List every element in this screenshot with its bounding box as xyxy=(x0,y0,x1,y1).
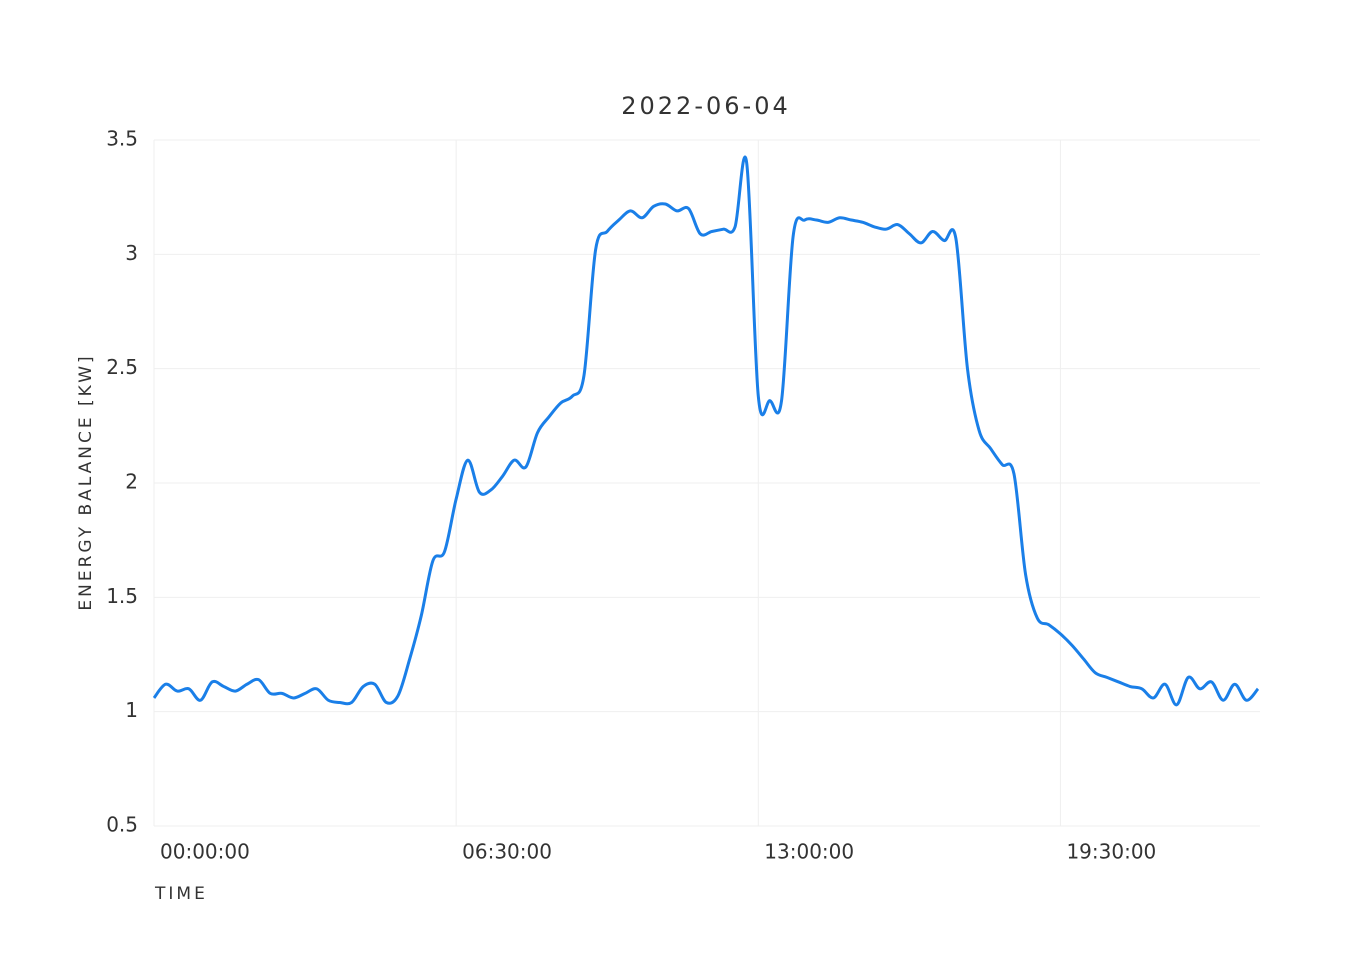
x-axis-label: TIME xyxy=(154,884,208,904)
y-tick-label: 2 xyxy=(125,470,138,494)
line xyxy=(152,155,1260,707)
x-tick-label: 19:30:00 xyxy=(1066,840,1156,864)
y-axis-label: ENERGY BALANCE [KW] xyxy=(76,353,96,610)
y-tick-label: 0.5 xyxy=(106,813,138,837)
x-tick-label: 00:00:00 xyxy=(160,840,250,864)
y-tick-label: 1 xyxy=(125,698,138,722)
y-tick-label: 1.5 xyxy=(106,584,138,608)
x-tick-label: 13:00:00 xyxy=(764,840,854,864)
y-tick-label: 2.5 xyxy=(106,355,138,379)
y-tick-label: 3.5 xyxy=(106,127,138,151)
x-tick-label: 06:30:00 xyxy=(462,840,552,864)
y-tick-label: 3 xyxy=(125,241,138,265)
chart-title: 2022-06-04 xyxy=(621,92,790,120)
